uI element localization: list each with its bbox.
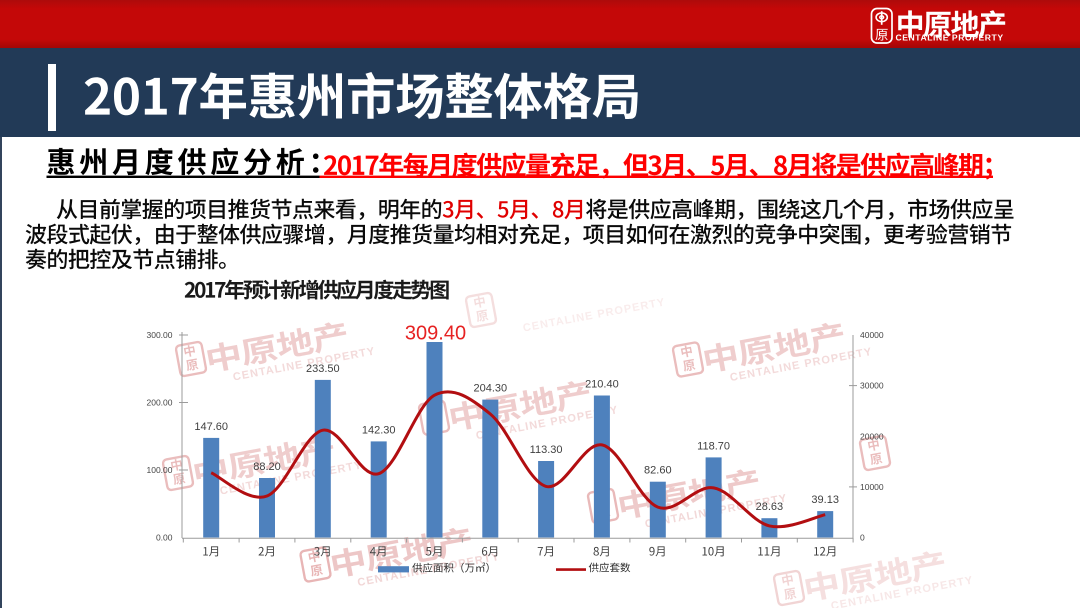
svg-text:309.40: 309.40 — [405, 323, 466, 345]
svg-text:0: 0 — [860, 533, 865, 543]
svg-text:CENTALINE PROPERTY: CENTALINE PROPERTY — [896, 33, 1004, 43]
svg-text:40000: 40000 — [860, 330, 884, 340]
svg-text:113.30: 113.30 — [530, 444, 563, 456]
svg-text:0.00: 0.00 — [156, 533, 173, 543]
svg-text:10000: 10000 — [860, 482, 884, 492]
svg-text:30000: 30000 — [860, 381, 884, 391]
svg-text:204.30: 204.30 — [473, 383, 507, 395]
svg-text:300.00: 300.00 — [147, 330, 173, 340]
svg-text:28.63: 28.63 — [756, 501, 784, 513]
svg-text:200.00: 200.00 — [147, 398, 173, 408]
svg-text:142.30: 142.30 — [362, 424, 396, 436]
svg-text:147.60: 147.60 — [194, 421, 228, 433]
svg-text:210.40: 210.40 — [585, 379, 619, 391]
svg-text:88.20: 88.20 — [253, 461, 281, 473]
svg-text:39.13: 39.13 — [811, 494, 839, 506]
svg-text:82.60: 82.60 — [644, 465, 672, 477]
svg-text:20000: 20000 — [860, 431, 884, 441]
svg-text:CENTALINE PROPERTY: CENTALINE PROPERTY — [522, 296, 666, 334]
svg-text:100.00: 100.00 — [147, 465, 173, 475]
svg-text:233.50: 233.50 — [306, 363, 340, 375]
svg-text:118.70: 118.70 — [697, 440, 730, 452]
